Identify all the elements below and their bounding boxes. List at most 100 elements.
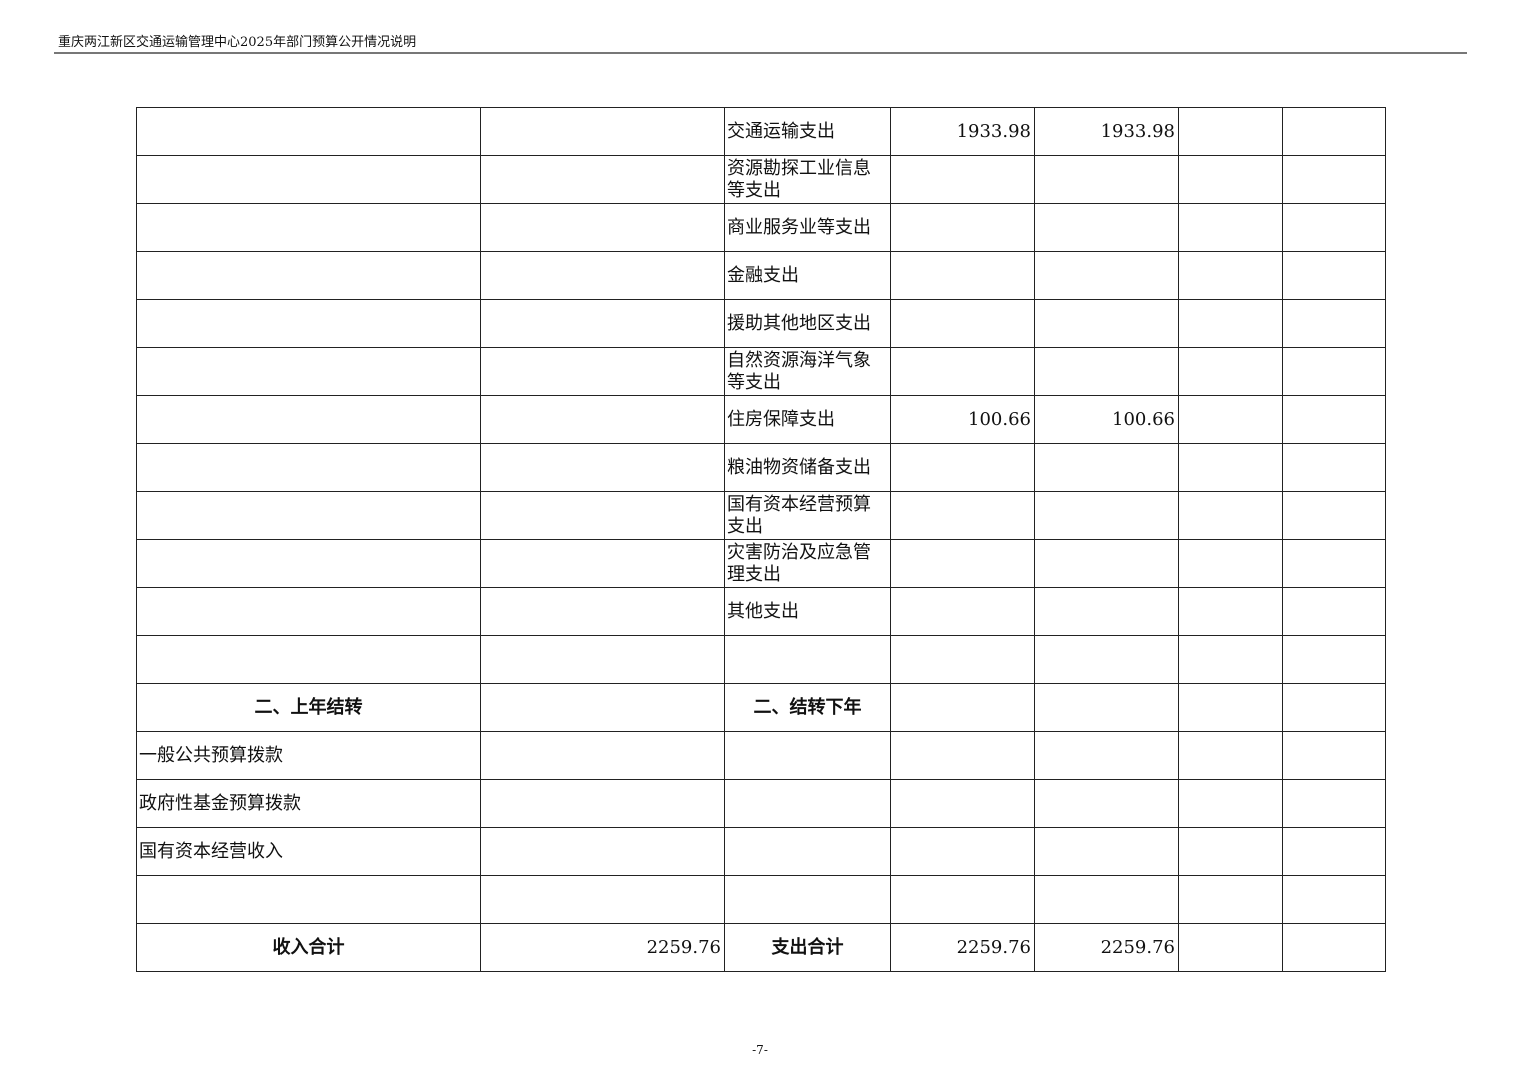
table-cell: [1034, 299, 1179, 348]
table-cell: 国有资本经营预算支出: [724, 491, 891, 540]
table-cell: [1034, 875, 1179, 924]
table-cell: [890, 875, 1035, 924]
table-cell: [1034, 203, 1179, 252]
table-cell: [1178, 395, 1283, 444]
table-cell: [1178, 347, 1283, 396]
table-cell: [1178, 491, 1283, 540]
table-cell: [136, 635, 481, 684]
table-cell: [480, 731, 725, 780]
table-cell: [480, 443, 725, 492]
table-cell: [1282, 539, 1386, 588]
table-cell: [1178, 155, 1283, 204]
table-cell: [1178, 635, 1283, 684]
table-row: 金融支出: [136, 251, 1386, 300]
table-cell: [1178, 539, 1283, 588]
table-cell: 100.66: [890, 395, 1035, 444]
table-row: 住房保障支出 100.66 100.66: [136, 395, 1386, 444]
table-cell: 2259.76: [1034, 923, 1179, 972]
table-cell: 自然资源海洋气象等支出: [724, 347, 891, 396]
table-cell: [724, 875, 891, 924]
table-cell: [1282, 683, 1386, 732]
table-cell: [1178, 299, 1283, 348]
table-cell: 二、上年结转: [136, 683, 481, 732]
table-cell: [136, 347, 481, 396]
table-cell: [136, 539, 481, 588]
table-row: 自然资源海洋气象等支出: [136, 347, 1386, 396]
table-cell: [1178, 731, 1283, 780]
table-cell: 住房保障支出: [724, 395, 891, 444]
table-cell: [890, 347, 1035, 396]
table-cell: [890, 731, 1035, 780]
table-cell: [1178, 443, 1283, 492]
table-cell: [1178, 107, 1283, 156]
table-cell: 100.66: [1034, 395, 1179, 444]
table-cell: [1034, 155, 1179, 204]
table-cell: [1282, 203, 1386, 252]
table-cell: [1034, 587, 1179, 636]
table-cell: [136, 155, 481, 204]
table-cell: [136, 107, 481, 156]
table-cell: [1282, 299, 1386, 348]
table-cell: 支出合计: [724, 923, 891, 972]
table-cell: [480, 251, 725, 300]
table-cell: [136, 443, 481, 492]
table-cell: 1933.98: [890, 107, 1035, 156]
table-cell: 国有资本经营收入: [136, 827, 481, 876]
table-cell: [1282, 731, 1386, 780]
table-cell: [1178, 683, 1283, 732]
table-cell: [1034, 491, 1179, 540]
document-header-title: 重庆两江新区交通运输管理中心2025年部门预算公开情况说明: [58, 35, 417, 50]
table-cell: [724, 731, 891, 780]
table-cell: [890, 827, 1035, 876]
table-cell: [480, 539, 725, 588]
table-row: 国有资本经营预算支出: [136, 491, 1386, 540]
table-cell: [1282, 443, 1386, 492]
table-cell: [1282, 827, 1386, 876]
table-cell: [480, 491, 725, 540]
budget-table: 交通运输支出 1933.98 1933.98 资源勘探工业信息等支出 商业服务业等支出金…: [136, 107, 1386, 972]
table-cell: [890, 683, 1035, 732]
table-cell: [136, 299, 481, 348]
table-cell: 交通运输支出: [724, 107, 891, 156]
table-cell: [724, 779, 891, 828]
table-cell: 2259.76: [480, 923, 725, 972]
table-cell: 政府性基金预算拨款: [136, 779, 481, 828]
table-cell: [480, 155, 725, 204]
table-row: 二、上年结转 二、结转下年: [136, 683, 1386, 732]
header-divider: [54, 52, 1467, 54]
table-cell: [1034, 827, 1179, 876]
table-cell: [1282, 491, 1386, 540]
table-cell: [480, 347, 725, 396]
table-cell: [480, 107, 725, 156]
table-cell: [480, 827, 725, 876]
table-cell: [1282, 107, 1386, 156]
table-cell: [136, 587, 481, 636]
table-row: 政府性基金预算拨款: [136, 779, 1386, 828]
table-row: [136, 875, 1386, 924]
table-cell: [136, 875, 481, 924]
table-cell: [136, 251, 481, 300]
table-cell: [1282, 155, 1386, 204]
table-cell: 灾害防治及应急管理支出: [724, 539, 891, 588]
table-cell: [890, 635, 1035, 684]
table-cell: 一般公共预算拨款: [136, 731, 481, 780]
table-cell: 金融支出: [724, 251, 891, 300]
table-cell: [136, 491, 481, 540]
table-cell: [1282, 251, 1386, 300]
table-row: 商业服务业等支出: [136, 203, 1386, 252]
table-cell: [890, 251, 1035, 300]
table-cell: 2259.76: [890, 923, 1035, 972]
table-cell: [480, 587, 725, 636]
table-cell: [1178, 779, 1283, 828]
table-row: 粮油物资储备支出: [136, 443, 1386, 492]
table-cell: [480, 779, 725, 828]
table-cell: [890, 203, 1035, 252]
table-cell: [890, 155, 1035, 204]
table-cell: [1178, 875, 1283, 924]
table-cell: [1282, 635, 1386, 684]
table-row: 一般公共预算拨款: [136, 731, 1386, 780]
table-row: 国有资本经营收入: [136, 827, 1386, 876]
table-cell: 援助其他地区支出: [724, 299, 891, 348]
table-cell: [1282, 347, 1386, 396]
table-cell: [890, 443, 1035, 492]
